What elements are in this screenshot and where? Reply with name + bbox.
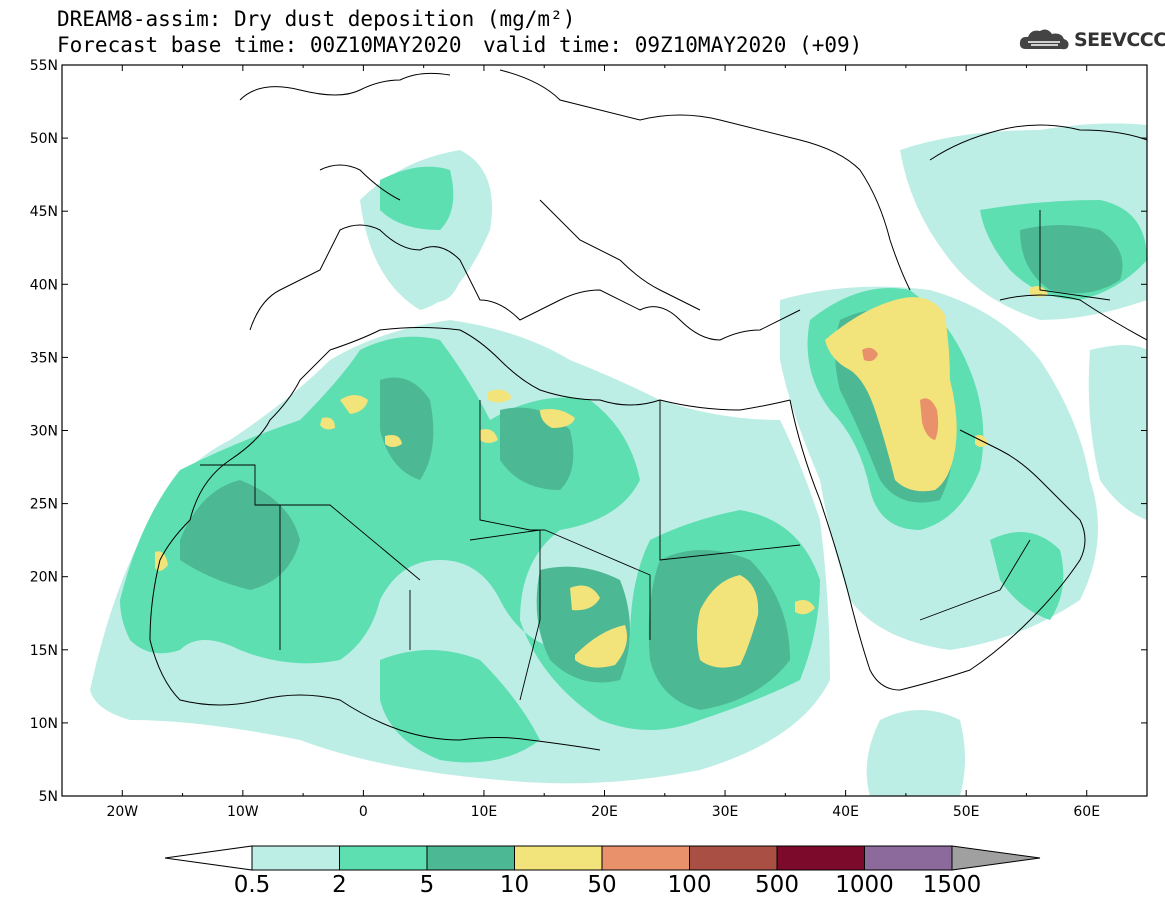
lat-label: 25N bbox=[30, 497, 58, 513]
lon-label: 20W bbox=[106, 804, 138, 820]
logo-text: SEEVCCC bbox=[1074, 29, 1165, 51]
colorbar-under-triangle bbox=[164, 845, 253, 871]
lat-label: 40N bbox=[30, 277, 58, 293]
lat-label: 10N bbox=[30, 716, 58, 732]
colorbar-label: 100 bbox=[668, 872, 712, 898]
valid-time: valid time: 09Z10MAY2020 (+09) bbox=[483, 33, 863, 57]
colorbar-over-triangle bbox=[951, 845, 1041, 871]
cloud-icon bbox=[1019, 29, 1069, 50]
lat-label: 45N bbox=[30, 204, 58, 220]
lat-label: 5N bbox=[39, 789, 58, 805]
country-borders bbox=[200, 210, 1111, 701]
seevccc-logo: SEEVCCC bbox=[1018, 27, 1165, 53]
colorbar-box bbox=[339, 845, 428, 871]
lon-label: 50E bbox=[953, 804, 980, 820]
colorbar-box bbox=[251, 845, 340, 871]
lat-label: 20N bbox=[30, 570, 58, 586]
lat-label: 15N bbox=[30, 643, 58, 659]
colorbar-label: 500 bbox=[755, 872, 799, 898]
lon-label: 0 bbox=[359, 804, 368, 820]
lat-label: 50N bbox=[30, 131, 58, 147]
colorbar-box bbox=[426, 845, 515, 871]
lon-label: 40E bbox=[832, 804, 859, 820]
colorbar-labels: 0.5 2 5 10 50 100 500 1000 1500 bbox=[234, 872, 982, 898]
deposition-level-5 bbox=[862, 347, 939, 440]
latitude-labels: 55N 50N 45N 40N 35N 30N 25N 20N 15N 10N 5N bbox=[30, 58, 58, 805]
lat-label: 30N bbox=[30, 424, 58, 440]
colorbar-label: 5 bbox=[420, 872, 435, 898]
lon-label: 10W bbox=[227, 804, 259, 820]
deposition-level-4 bbox=[155, 286, 1048, 668]
lat-label: 35N bbox=[30, 350, 58, 366]
colorbar-box bbox=[514, 845, 603, 871]
colorbar-box bbox=[864, 845, 953, 871]
axis-ticks bbox=[61, 64, 1148, 797]
colorbar-box bbox=[601, 845, 690, 871]
coastlines bbox=[149, 69, 1147, 751]
colorbar-label: 1000 bbox=[835, 872, 894, 898]
colorbar-boxes bbox=[251, 845, 953, 871]
colorbar-label: 2 bbox=[332, 872, 347, 898]
longitude-labels: 20W 10W 0 10E 20E 30E 40E 50E 60E bbox=[106, 804, 1100, 820]
colorbar-label: 0.5 bbox=[234, 872, 271, 898]
map-title: DREAM8-assim: Dry dust deposition (mg/m²… bbox=[57, 7, 576, 31]
forecast-base-time: Forecast base time: 00Z10MAY2020 bbox=[57, 33, 462, 57]
colorbar-label: 50 bbox=[587, 872, 616, 898]
colorbar-label: 1500 bbox=[923, 872, 982, 898]
colorbar-box bbox=[689, 845, 778, 871]
lon-label: 10E bbox=[471, 804, 498, 820]
lon-label: 30E bbox=[712, 804, 739, 820]
lat-label: 55N bbox=[30, 58, 58, 74]
lon-label: 20E bbox=[591, 804, 618, 820]
colorbar-box bbox=[776, 845, 865, 871]
colorbar-label: 10 bbox=[500, 872, 529, 898]
lon-label: 60E bbox=[1073, 804, 1100, 820]
